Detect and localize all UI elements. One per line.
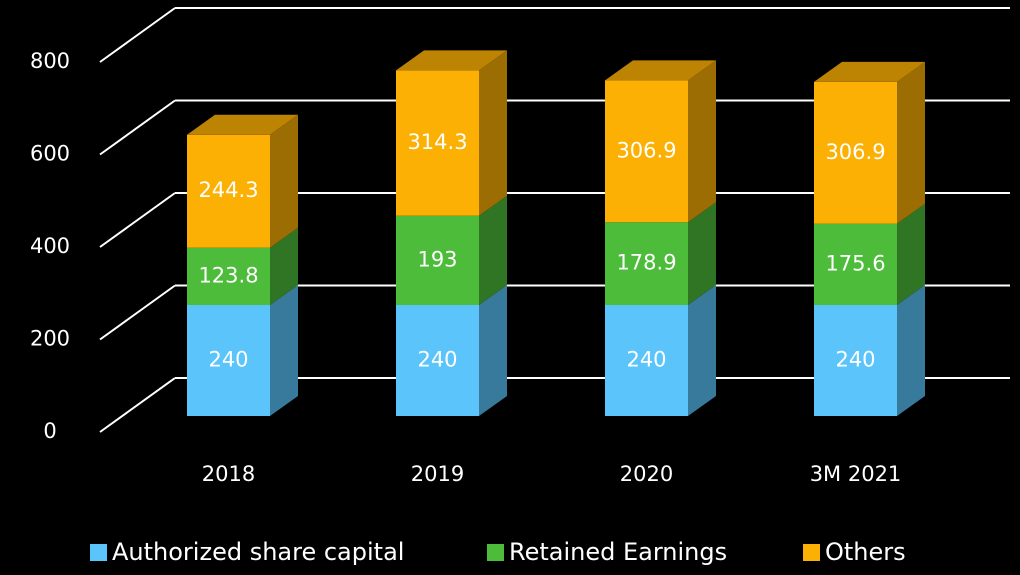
grid-line bbox=[99, 192, 176, 248]
value-label: 240 bbox=[208, 348, 248, 372]
value-label: 240 bbox=[417, 348, 457, 372]
bar-side bbox=[479, 195, 507, 305]
grid-line bbox=[99, 377, 176, 433]
bar-side bbox=[270, 285, 298, 416]
bar bbox=[605, 305, 688, 416]
legend-swatch bbox=[487, 544, 504, 561]
legend-swatch bbox=[803, 544, 820, 561]
bar-side bbox=[897, 203, 925, 305]
bar-top bbox=[187, 114, 298, 135]
x-tick-label: 2018 bbox=[202, 462, 255, 486]
bar-side bbox=[688, 285, 716, 416]
value-label: 306.9 bbox=[616, 138, 676, 162]
grid-line bbox=[99, 99, 176, 156]
value-label: 175.6 bbox=[825, 251, 885, 275]
grid-line bbox=[99, 284, 176, 341]
value-label: 193 bbox=[417, 247, 457, 271]
bar bbox=[605, 222, 688, 305]
bar-side bbox=[897, 61, 925, 224]
x-tick-label: 2020 bbox=[620, 462, 673, 486]
legend-label: Others bbox=[825, 538, 906, 566]
x-tick-label: 2019 bbox=[411, 462, 464, 486]
x-tick-label: 3M 2021 bbox=[810, 462, 902, 486]
bar bbox=[814, 223, 897, 305]
bar-side bbox=[270, 114, 298, 248]
bar-side bbox=[479, 50, 507, 216]
y-tick-label: 800 bbox=[30, 49, 70, 73]
bar-top bbox=[605, 60, 716, 81]
value-label: 240 bbox=[626, 348, 666, 372]
value-label: 314.3 bbox=[407, 130, 467, 154]
bar-side bbox=[479, 285, 507, 416]
bar bbox=[396, 215, 479, 305]
value-label: 244.3 bbox=[198, 178, 258, 202]
bar-side bbox=[897, 285, 925, 416]
bar bbox=[396, 305, 479, 416]
y-tick-label: 200 bbox=[30, 327, 70, 351]
bar bbox=[814, 81, 897, 224]
y-tick-label: 0 bbox=[43, 419, 56, 443]
bar-top bbox=[814, 61, 925, 82]
value-label: 178.9 bbox=[616, 251, 676, 275]
grid-line bbox=[99, 7, 176, 63]
bar-side bbox=[688, 60, 716, 223]
bar bbox=[187, 134, 270, 248]
bar bbox=[187, 247, 270, 305]
value-label: 240 bbox=[835, 348, 875, 372]
bar bbox=[396, 70, 479, 216]
bar-side bbox=[270, 227, 298, 305]
y-tick-label: 600 bbox=[30, 142, 70, 166]
bar-top bbox=[396, 50, 507, 71]
value-label: 123.8 bbox=[198, 263, 258, 287]
y-tick-label: 400 bbox=[30, 234, 70, 258]
legend-label: Authorized share capital bbox=[112, 538, 404, 566]
bar bbox=[814, 305, 897, 416]
bar-side bbox=[688, 202, 716, 305]
legend-label: Retained Earnings bbox=[509, 538, 727, 566]
bar bbox=[187, 305, 270, 416]
legend-swatch bbox=[90, 544, 107, 561]
bar bbox=[605, 80, 688, 223]
value-label: 306.9 bbox=[825, 140, 885, 164]
